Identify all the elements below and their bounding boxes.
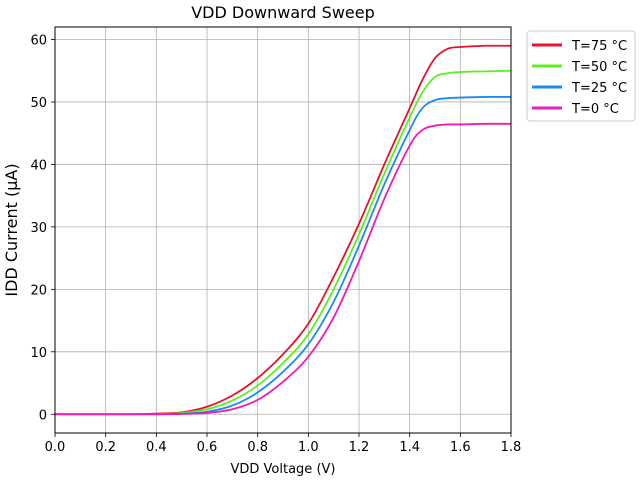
legend-entry: T=0 °C [571, 102, 619, 117]
x-tick-label: 1.2 [349, 440, 370, 455]
x-tick-label: 0.0 [45, 440, 66, 455]
x-tick-label: 0.4 [146, 440, 167, 455]
y-tick-label: 10 [30, 346, 47, 361]
x-axis-label: VDD Voltage (V) [231, 462, 336, 477]
series-line-3 [55, 122, 511, 416]
legend-entry: T=25 °C [571, 81, 627, 96]
legend: T=75 °C T=50 °C T=25 °C T=0 °C [526, 30, 636, 122]
y-tick-label: 50 [30, 96, 47, 111]
x-tick-label: 0.6 [197, 440, 218, 455]
y-axis-ticks: 0 10 20 30 40 50 60 [30, 33, 55, 423]
x-tick-label: 1.0 [298, 440, 319, 455]
y-tick-label: 20 [30, 283, 47, 298]
legend-entry: T=50 °C [571, 60, 627, 75]
x-tick-label: 1.8 [501, 440, 522, 455]
y-tick-label: 40 [30, 158, 47, 173]
x-axis-ticks: 0.0 0.2 0.4 0.6 0.8 1.0 1.2 1.4 1.6 1.8 [45, 433, 522, 455]
series-line-2 [55, 96, 511, 416]
x-tick-label: 1.4 [399, 440, 420, 455]
legend-entry: T=75 °C [571, 39, 627, 54]
chart-title: VDD Downward Sweep [191, 3, 375, 22]
series-line-0 [55, 44, 511, 416]
plot-area-frame [54, 26, 512, 434]
y-tick-label: 60 [30, 33, 47, 48]
x-tick-label: 0.8 [247, 440, 268, 455]
series-line-1 [55, 69, 512, 416]
x-tick-label: 0.2 [95, 440, 116, 455]
x-tick-label: 1.6 [450, 440, 471, 455]
series-lines [55, 44, 512, 416]
y-tick-label: 0 [39, 408, 47, 423]
y-axis-label: IDD Current (µA) [2, 163, 21, 296]
legend-box [526, 30, 636, 122]
y-tick-label: 30 [30, 221, 47, 236]
